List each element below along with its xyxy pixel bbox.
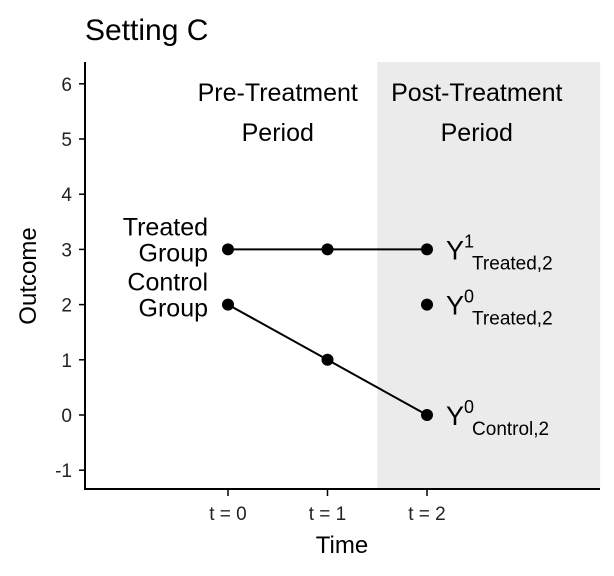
- y-tick-label: 6: [61, 75, 72, 96]
- y-tick-label: 3: [61, 240, 72, 261]
- period-label: Pre-Treatment: [198, 79, 358, 107]
- data-point: [421, 409, 433, 421]
- group-label: Group: [139, 295, 208, 323]
- group-label: Group: [139, 239, 208, 267]
- post-period-shade: [377, 62, 601, 489]
- y-tick-label: 4: [61, 185, 72, 206]
- x-axis-label: Time: [316, 532, 368, 559]
- data-point: [321, 353, 334, 366]
- period-label: Period: [441, 119, 513, 147]
- y-tick-label: -1: [55, 461, 72, 482]
- data-point: [222, 243, 234, 256]
- period-label: Period: [242, 119, 314, 147]
- group-label: Treated: [123, 213, 208, 241]
- data-point: [421, 243, 433, 256]
- y-tick-label: 2: [61, 296, 72, 317]
- y-tick-label: 5: [61, 130, 72, 151]
- counterfactual-point: [421, 298, 433, 311]
- point-annotation: Y0 Treated,2: [446, 287, 553, 330]
- point-annotation: Y1 Treated,2: [446, 231, 553, 274]
- data-point: [222, 298, 234, 311]
- x-tick-label: t = 0: [209, 504, 247, 525]
- x-tick-label: t = 2: [408, 504, 446, 525]
- chart-title: Setting C: [85, 14, 208, 47]
- group-label: Control: [127, 269, 208, 297]
- y-axis-label: Outcome: [15, 227, 42, 324]
- y-tick-label: 0: [61, 406, 72, 427]
- point-annotation: Y0 Control,2: [446, 397, 549, 440]
- data-point: [321, 243, 334, 256]
- y-tick-label: 1: [61, 351, 72, 372]
- period-label: Post-Treatment: [391, 79, 562, 107]
- x-tick-label: t = 1: [309, 504, 347, 525]
